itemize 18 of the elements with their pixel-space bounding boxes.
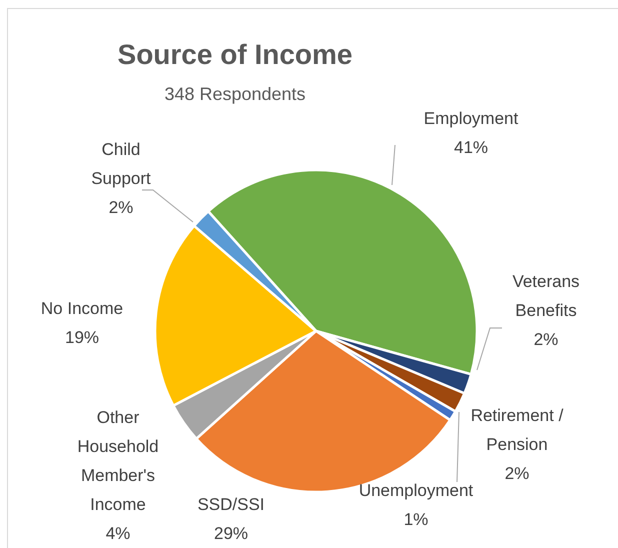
data-label: 2% xyxy=(108,198,134,217)
chart-subtitle: 348 Respondents xyxy=(164,84,306,104)
data-label: 2% xyxy=(504,464,530,483)
data-label: 1% xyxy=(404,510,428,529)
data-label: 19% xyxy=(64,328,100,347)
slice-label: No Income xyxy=(40,299,124,318)
slice-label: Retirement / Pension xyxy=(470,406,564,454)
slice-label: SSD/SSI xyxy=(197,495,265,514)
slice-label: Veterans Benefits xyxy=(512,272,580,320)
slice-label: Unemployment xyxy=(358,481,474,500)
data-label: 41% xyxy=(454,138,488,157)
data-label: 2% xyxy=(534,330,558,349)
slice-label: Employment xyxy=(424,109,519,128)
data-label: 29% xyxy=(214,524,248,543)
data-label: 4% xyxy=(106,524,130,543)
slice-label: Child Support xyxy=(91,140,152,188)
slice-label: Other Household Member's Income xyxy=(77,408,159,514)
chart-title: Source of Income xyxy=(118,39,352,70)
